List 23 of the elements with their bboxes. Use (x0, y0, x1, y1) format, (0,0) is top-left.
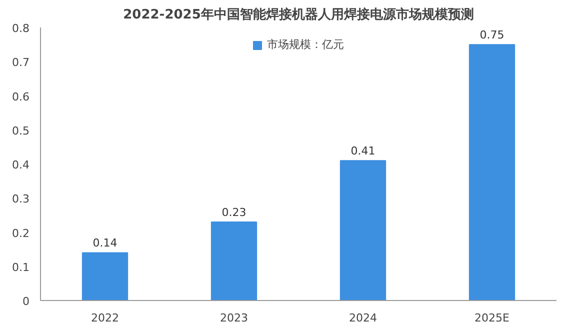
x-tick-label: 2023 (220, 312, 248, 324)
y-tick-label: 0.8 (12, 22, 30, 35)
y-tick-label: 0.2 (12, 226, 30, 240)
y-tick-label: 0.7 (12, 56, 30, 70)
x-tick-label: 2022 (91, 312, 120, 324)
x-tick-label: 2024 (349, 312, 378, 324)
y-tick-label: 0 (22, 295, 30, 308)
y-tick-label: 0.5 (12, 124, 30, 138)
data-label: 0.23 (222, 206, 246, 220)
y-tick-label: 0.3 (12, 192, 30, 206)
y-tick-label: 0.4 (12, 158, 30, 172)
bar (82, 252, 128, 300)
x-tick-label: 2025E (474, 312, 510, 324)
data-label: 0.75 (480, 28, 504, 42)
bar (468, 44, 516, 300)
chart-title: 2022-2025年中国智能焊接机器人用焊接电源市场规模预测 (123, 6, 474, 22)
data-label: 0.41 (350, 144, 376, 158)
data-label: 0.14 (92, 236, 118, 250)
bar (210, 222, 258, 300)
y-tick-label: 0.6 (12, 90, 30, 104)
bar (340, 160, 386, 300)
legend-label: 市场规模：亿元 (267, 37, 344, 52)
y-tick-label: 0.1 (12, 260, 30, 274)
